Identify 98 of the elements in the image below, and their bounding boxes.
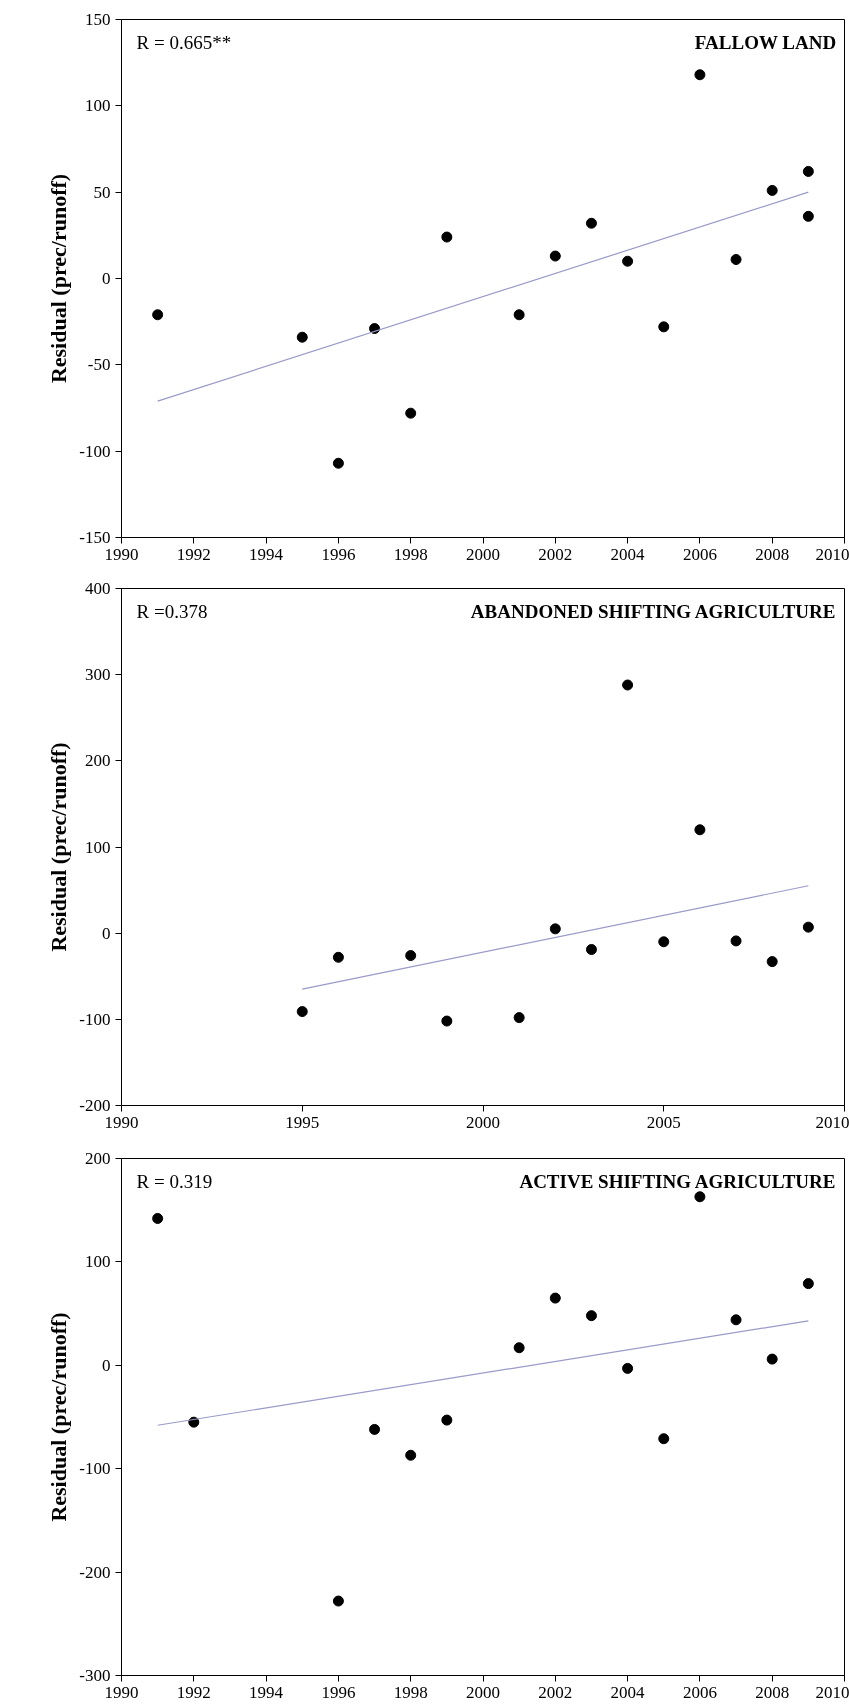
y-tick-label: -100 — [79, 1459, 111, 1479]
x-tick-label: 2010 — [815, 544, 849, 564]
annotation: R = 0.319 — [136, 1170, 213, 1192]
point — [332, 951, 344, 963]
x-tick-label: 2000 — [466, 544, 500, 564]
x-tick-label: 2002 — [538, 544, 573, 564]
x-tick-label: 1990 — [104, 1682, 139, 1702]
y-tick-label: 400 — [85, 579, 111, 598]
point — [549, 250, 561, 262]
x-tick-label: 2008 — [755, 1682, 790, 1702]
x-tick-label: 1992 — [176, 544, 211, 564]
y-tick-label: -300 — [79, 1666, 111, 1685]
y-tick-label: 150 — [85, 10, 111, 29]
x-tick-label: 2002 — [538, 1682, 573, 1702]
y-tick-label: -150 — [79, 528, 111, 547]
point — [694, 824, 706, 836]
point — [369, 1423, 381, 1435]
y-tick-label: 0 — [102, 1355, 111, 1375]
x-tick-label: 2000 — [466, 1682, 500, 1702]
point — [622, 679, 634, 691]
x-tick-label: 2006 — [682, 544, 717, 564]
point — [730, 1314, 742, 1326]
point — [405, 950, 417, 962]
y-tick-label: 0 — [102, 923, 111, 943]
x-tick-label: 1994 — [249, 544, 284, 564]
x-tick-label: 2008 — [755, 544, 790, 564]
point — [441, 1015, 453, 1027]
point — [513, 309, 525, 321]
point — [585, 1310, 597, 1322]
x-tick-label: 1990 — [104, 1112, 139, 1132]
point — [441, 231, 453, 243]
x-tick-label: 1994 — [249, 1682, 284, 1702]
point — [405, 407, 417, 419]
y-axis-title: Residual (prec/runoff) — [46, 173, 72, 384]
x-tick-label: 1996 — [321, 544, 356, 564]
text: ABANDONED SHIFTING AGRICULTURE — [470, 600, 836, 622]
y-tick-label: 100 — [85, 1252, 111, 1272]
point — [152, 1212, 164, 1224]
x-tick-label: 1995 — [285, 1112, 320, 1132]
y-tick-label: 200 — [85, 751, 111, 771]
point — [658, 321, 670, 333]
point — [585, 944, 597, 956]
point — [658, 936, 670, 948]
x-tick-label: 2010 — [815, 1682, 849, 1702]
point — [585, 217, 597, 229]
y-tick-label: -100 — [79, 441, 111, 461]
y-tick-label: 300 — [85, 665, 111, 685]
point — [802, 165, 814, 177]
y-tick-label: 50 — [93, 182, 111, 202]
y-tick-label: -200 — [79, 1096, 111, 1115]
point — [441, 1414, 453, 1426]
x-tick-label: 1990 — [104, 544, 139, 564]
x-tick-label: 2004 — [610, 1682, 646, 1702]
x-tick-label: 1998 — [393, 1682, 428, 1702]
y-tick-label: 100 — [85, 837, 111, 857]
point — [802, 921, 814, 933]
point — [730, 935, 742, 947]
y-tick-label: 200 — [85, 1149, 111, 1168]
point — [694, 1191, 706, 1203]
x-tick-label: 1998 — [393, 544, 428, 564]
x-tick-label: 2010 — [815, 1112, 849, 1132]
x-tick-label: 2000 — [466, 1112, 500, 1132]
point — [694, 69, 706, 81]
point — [802, 210, 814, 222]
point — [332, 1595, 344, 1607]
point — [622, 1362, 634, 1374]
point — [622, 255, 634, 267]
point — [296, 331, 308, 343]
point — [802, 1278, 814, 1290]
y-tick-label: -200 — [79, 1562, 111, 1582]
annotation: R =0.378 — [136, 600, 208, 622]
point — [549, 923, 561, 935]
point — [766, 1353, 778, 1365]
point — [152, 309, 164, 321]
point — [658, 1433, 670, 1445]
point — [730, 254, 742, 265]
point — [513, 1342, 525, 1354]
x-tick-label: 1992 — [176, 1682, 211, 1702]
point — [766, 956, 778, 968]
point — [766, 184, 778, 196]
text: FALLOW LAND — [694, 31, 837, 53]
text: ACTIVE SHIFTING AGRICULTURE — [519, 1170, 836, 1192]
point — [296, 1006, 308, 1018]
y-tick-label: 0 — [102, 269, 111, 288]
annotation: R = 0.665** — [136, 31, 232, 53]
point — [332, 457, 344, 469]
point — [549, 1292, 561, 1304]
y-tick-label: -50 — [87, 355, 111, 375]
y-axis-title: Residual (prec/runoff) — [46, 1312, 72, 1522]
point — [405, 1449, 417, 1461]
y-tick-label: -100 — [79, 1009, 111, 1029]
x-tick-label: 2004 — [610, 544, 646, 564]
x-tick-label: 2005 — [646, 1112, 681, 1132]
point — [513, 1012, 525, 1024]
x-tick-label: 2006 — [682, 1682, 717, 1702]
y-tick-label: 100 — [85, 96, 111, 116]
x-tick-label: 1996 — [321, 1682, 356, 1702]
y-axis-title: Residual (prec/runoff) — [46, 742, 72, 952]
